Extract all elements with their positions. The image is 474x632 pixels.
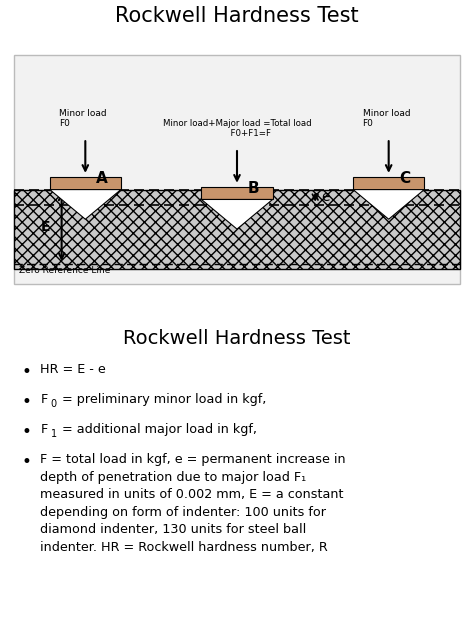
Text: F: F xyxy=(40,423,47,437)
Text: •: • xyxy=(21,454,31,471)
Polygon shape xyxy=(201,200,273,229)
Text: 1: 1 xyxy=(51,429,57,439)
Text: C: C xyxy=(399,171,410,186)
Polygon shape xyxy=(353,190,424,219)
Text: Rockwell Hardness Test: Rockwell Hardness Test xyxy=(115,6,359,26)
Bar xyxy=(201,187,273,200)
Text: Minor load+Major load =Total load
          F0+F1=F: Minor load+Major load =Total load F0+F1=… xyxy=(163,119,311,138)
Bar xyxy=(50,177,121,190)
Text: •: • xyxy=(21,363,31,381)
Text: Zero Reference Line: Zero Reference Line xyxy=(19,266,110,275)
Text: E: E xyxy=(40,220,50,234)
Text: B: B xyxy=(247,181,259,196)
Text: 0: 0 xyxy=(51,399,57,409)
Text: Rockwell Hardness Test: Rockwell Hardness Test xyxy=(123,329,351,348)
Text: Minor load
F0: Minor load F0 xyxy=(59,109,107,128)
Text: Minor load
F0: Minor load F0 xyxy=(363,109,410,128)
Text: F = total load in kgf, e = permanent increase in
depth of penetration due to maj: F = total load in kgf, e = permanent inc… xyxy=(40,454,346,554)
Text: •: • xyxy=(21,423,31,441)
Text: F: F xyxy=(40,393,47,406)
Text: A: A xyxy=(96,171,108,186)
FancyBboxPatch shape xyxy=(14,55,460,284)
Polygon shape xyxy=(50,190,121,219)
Bar xyxy=(353,177,424,190)
Text: •: • xyxy=(21,393,31,411)
Text: = preliminary minor load in kgf,: = preliminary minor load in kgf, xyxy=(58,393,267,406)
Text: HR = E - e: HR = E - e xyxy=(40,363,106,377)
Bar xyxy=(14,190,460,269)
Text: e: e xyxy=(321,190,329,204)
Text: = additional major load in kgf,: = additional major load in kgf, xyxy=(58,423,257,437)
